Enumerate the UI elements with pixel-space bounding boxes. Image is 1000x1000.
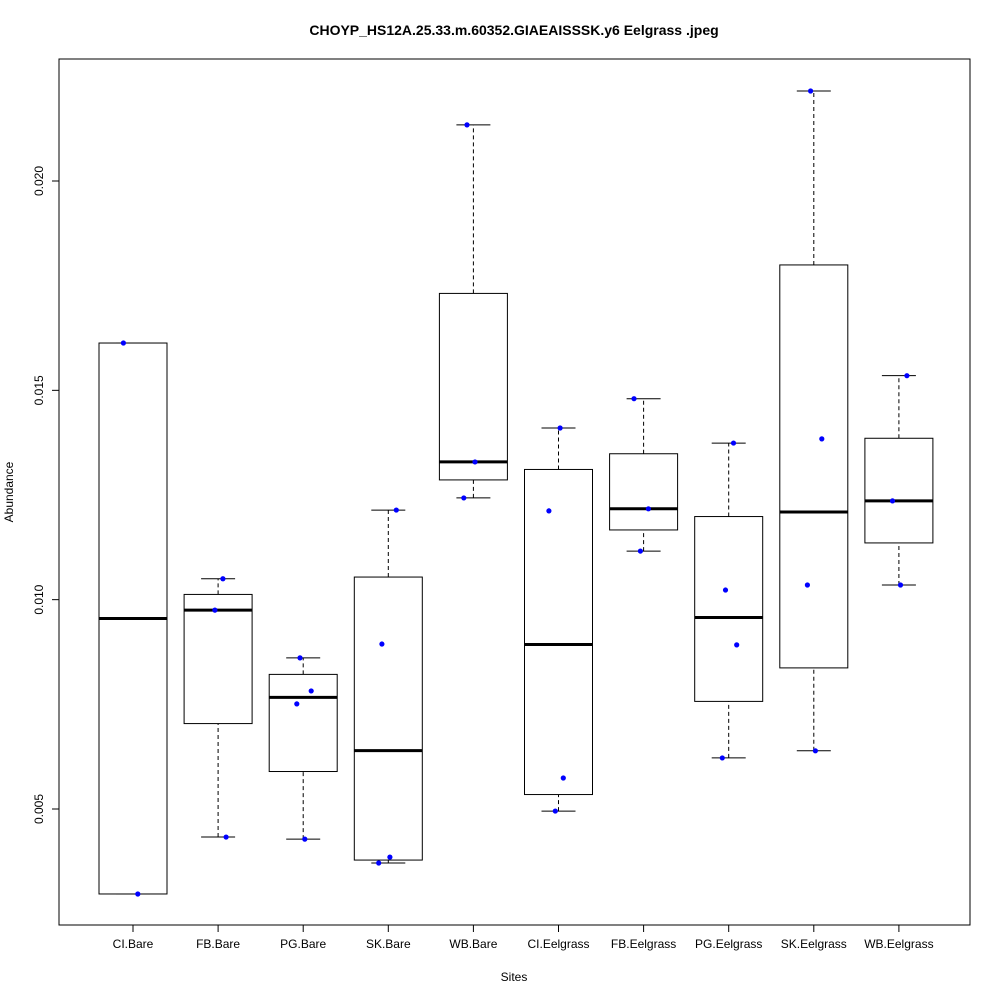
data-point: [804, 582, 811, 588]
data-point: [645, 506, 652, 512]
box-SK.Eelgrass: [779, 264, 849, 669]
x-tick-label: SK.Bare: [366, 937, 411, 951]
x-tick-label: WB.Eelgrass: [864, 937, 933, 951]
data-point: [730, 440, 737, 446]
data-point: [719, 755, 725, 761]
data-point: [220, 576, 226, 582]
data-point: [557, 425, 563, 431]
x-tick-label: FB.Eelgrass: [611, 937, 676, 951]
box-FB.Bare: [183, 593, 253, 725]
x-tick-label: CI.Bare: [113, 937, 154, 951]
data-point: [297, 655, 303, 661]
data-point: [552, 808, 558, 814]
data-points: [120, 88, 910, 897]
data-point: [212, 607, 218, 613]
data-point: [560, 775, 566, 781]
data-point: [461, 495, 467, 501]
data-point: [722, 587, 729, 593]
data-point: [819, 436, 825, 442]
data-point: [631, 396, 637, 402]
data-point: [464, 122, 470, 128]
x-axis-label: Sites: [501, 970, 528, 984]
data-point: [637, 548, 644, 554]
box-FB.Eelgrass: [609, 453, 679, 531]
data-point: [223, 834, 229, 840]
data-point: [889, 498, 896, 504]
x-tick-label: CI.Eelgrass: [527, 937, 589, 951]
x-tick-label: WB.Bare: [449, 937, 497, 951]
y-tick-label: 0.010: [32, 584, 46, 614]
data-point: [904, 373, 910, 379]
y-tick-label: 0.015: [32, 375, 46, 405]
x-tick-label: FB.Bare: [196, 937, 240, 951]
y-axis: 0.005 0.010 0.015 0.020: [32, 166, 60, 824]
x-tick-label: PG.Bare: [280, 937, 326, 951]
boxes: [98, 90, 934, 895]
data-point: [376, 860, 382, 866]
box-PG.Bare: [268, 673, 338, 773]
box-WB.Bare: [438, 292, 508, 481]
data-point: [120, 340, 126, 346]
chart-title: CHOYP_HS12A.25.33.m.60352.GIAEAISSSK.y6 …: [309, 22, 718, 38]
data-point: [734, 642, 740, 648]
box-PG.Eelgrass: [694, 516, 764, 702]
data-point: [302, 836, 308, 842]
plot-frame: [58, 58, 971, 926]
data-point: [472, 459, 478, 465]
x-tick-label: PG.Eelgrass: [695, 937, 762, 951]
data-point: [546, 508, 552, 514]
data-point: [897, 582, 904, 588]
data-point: [393, 507, 399, 513]
x-tick-label: SK.Eelgrass: [781, 937, 847, 951]
data-point: [812, 748, 819, 754]
box-WB.Eelgrass: [864, 437, 934, 544]
data-point: [308, 688, 314, 694]
data-point: [379, 641, 385, 647]
y-tick-label: 0.005: [32, 794, 46, 824]
box-CI.Eelgrass: [524, 468, 593, 796]
x-axis: CI.Bare FB.Bare PG.Bare SK.Bare WB.Bare CI.Ee…: [113, 924, 934, 951]
data-point: [808, 88, 814, 94]
data-point: [294, 701, 300, 707]
y-tick-label: 0.020: [32, 166, 46, 196]
data-point: [135, 891, 141, 897]
y-axis-label: Abundance: [2, 461, 16, 522]
data-point: [387, 854, 393, 860]
box-SK.Bare: [353, 576, 423, 861]
